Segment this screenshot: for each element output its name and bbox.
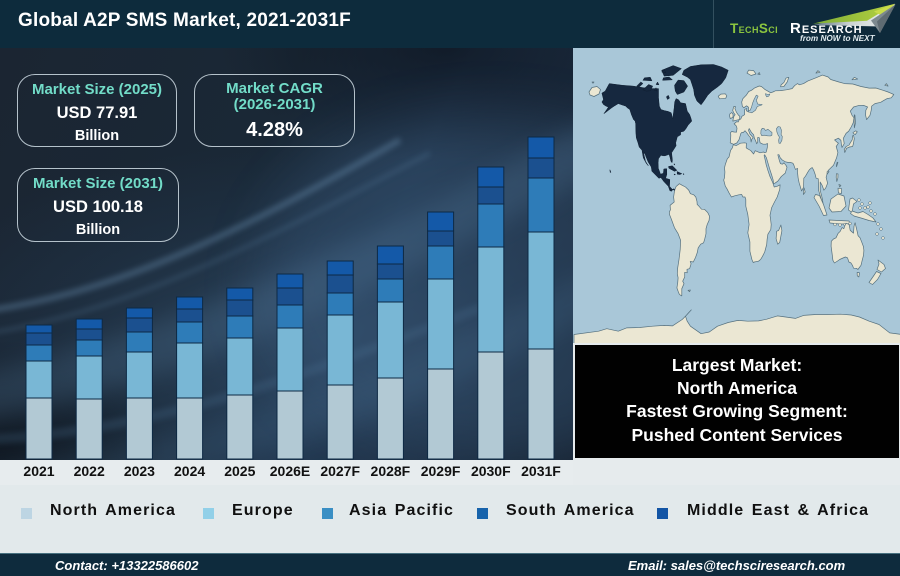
- svg-text:Research: Research: [790, 20, 863, 37]
- svg-text:from NOW to NEXT: from NOW to NEXT: [800, 34, 876, 43]
- svg-text:TechSci: TechSci: [730, 21, 778, 36]
